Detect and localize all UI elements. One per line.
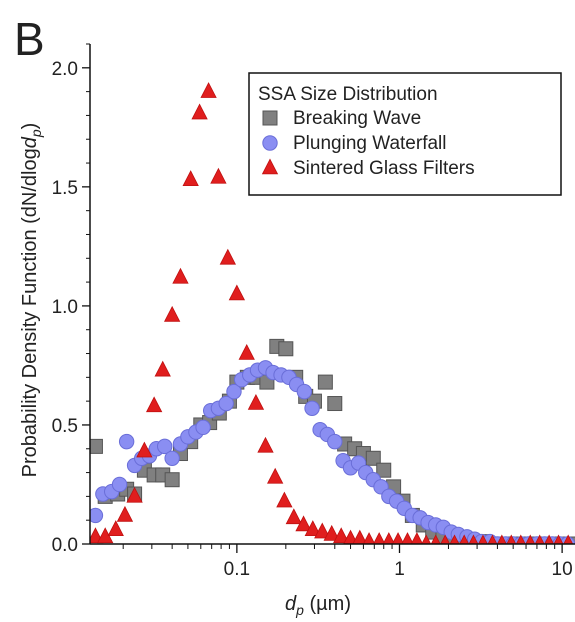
data-point: [164, 472, 180, 488]
data-point: [126, 486, 143, 503]
data-point: [468, 534, 479, 544]
data-point: [314, 522, 331, 539]
legend-label: Plunging Waterfall: [293, 133, 446, 154]
data-point: [327, 396, 343, 412]
x-axis-title-symbol: d: [285, 593, 297, 615]
legend-label: Breaking Wave: [293, 108, 421, 129]
data-point: [382, 532, 395, 544]
data-point: [410, 532, 424, 544]
data-point: [352, 529, 368, 544]
x-tick-label: 1: [394, 559, 405, 580]
data-point: [238, 343, 255, 360]
y-axis-title-subscript: p: [28, 129, 44, 138]
data-point: [525, 534, 536, 544]
data-point: [506, 534, 517, 544]
data-point: [376, 462, 392, 478]
axes: 0.0 0.5 1.0 1.5 2.0 0.1 1 10: [52, 43, 575, 580]
data-point: [219, 248, 236, 265]
data-point: [111, 476, 128, 493]
data-point: [191, 103, 208, 120]
data-point: [164, 450, 180, 466]
data-point: [487, 534, 498, 544]
data-point: [515, 534, 526, 544]
data-point: [391, 532, 405, 544]
data-point: [295, 515, 312, 532]
data-point: [496, 534, 507, 544]
data-point: [544, 534, 555, 544]
data-point: [343, 529, 358, 544]
data-point: [276, 491, 293, 508]
x-axis-title: dp (µm): [285, 593, 351, 618]
y-tick-label: 1.0: [52, 297, 78, 318]
data-point: [267, 467, 284, 484]
data-point: [478, 534, 488, 544]
data-point: [118, 433, 135, 450]
legend-title: SSA Size Distribution: [258, 84, 438, 105]
data-point: [323, 524, 340, 541]
data-point: [278, 341, 294, 357]
data-point: [172, 267, 189, 284]
data-point: [304, 400, 320, 416]
data-point: [333, 527, 350, 544]
data-point: [327, 433, 343, 450]
data-point: [449, 534, 460, 544]
data-point: [257, 436, 274, 453]
panel-label: B: [14, 13, 45, 65]
data-point: [154, 360, 171, 377]
data-point: [317, 374, 333, 390]
legend-label: Sintered Glass Filters: [293, 158, 475, 179]
legend-items: Breaking Wave Plunging Waterfall Sintered …: [261, 108, 475, 179]
data-point: [247, 393, 265, 410]
data-point: [182, 170, 199, 186]
x-tick-label: 10: [552, 559, 573, 580]
x-tick-label: 0.1: [224, 559, 250, 580]
data-point: [200, 82, 217, 98]
data-point: [285, 508, 302, 525]
data-point: [373, 532, 386, 544]
data-point: [296, 383, 313, 400]
y-axis-title-symbol: d: [19, 136, 41, 148]
data-point: [362, 532, 376, 544]
data-point: [107, 520, 124, 536]
data-point: [440, 534, 451, 544]
data-point: [210, 167, 227, 184]
data-point: [365, 450, 381, 466]
data-point: [553, 534, 564, 544]
data-point: [421, 534, 432, 544]
data-point: [195, 419, 211, 436]
legend-marker-circle: [262, 135, 278, 151]
data-point: [563, 534, 574, 544]
data-marks: [90, 82, 575, 544]
legend-marker-square: [262, 110, 278, 126]
data-point: [401, 532, 414, 544]
data-point: [157, 438, 173, 455]
legend: SSA Size Distribution Breaking Wave Plung…: [248, 72, 562, 196]
y-tick-label: 1.5: [52, 178, 78, 199]
y-tick-label: 0.5: [52, 416, 78, 437]
data-point: [90, 438, 103, 454]
data-point: [430, 534, 441, 544]
data-point: [218, 395, 234, 412]
data-point: [90, 507, 104, 524]
data-point: [459, 534, 470, 544]
data-point: [534, 534, 545, 544]
x-axis-title-unit: (µm): [304, 593, 351, 615]
data-point: [304, 520, 321, 536]
data-point: [116, 505, 134, 522]
y-axis-title: Probability Density Function (dN/dlogdp): [19, 123, 44, 478]
legend-marker-triangle: [261, 158, 279, 175]
y-axis-title-prefix: Probability Density Function (dN/dlog: [19, 148, 41, 477]
data-point: [226, 383, 242, 400]
series-sintered-glass-filters: [90, 82, 574, 544]
data-point: [145, 396, 163, 413]
data-point: [136, 441, 153, 458]
data-point: [228, 284, 246, 301]
legend-box: [248, 72, 562, 196]
y-tick-label: 0.0: [52, 535, 78, 556]
x-axis-title-subscript: p: [295, 602, 304, 618]
y-tick-label: 2.0: [52, 59, 78, 80]
y-axis-title-suffix: ): [19, 123, 41, 130]
data-point: [163, 305, 181, 322]
